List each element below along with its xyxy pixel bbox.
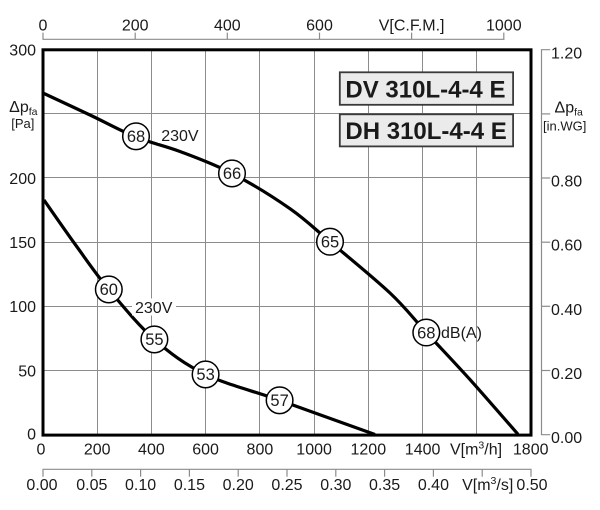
svg-text:1000: 1000 [486,17,522,34]
svg-text:0: 0 [37,442,46,459]
svg-text:0.20: 0.20 [551,366,582,383]
svg-text:200: 200 [9,171,36,188]
svg-text:0.50: 0.50 [516,477,547,494]
svg-text:0.80: 0.80 [551,174,582,191]
svg-text:0.20: 0.20 [223,477,254,494]
svg-text:600: 600 [306,17,333,34]
svg-text:DH 310L-4-4 E: DH 310L-4-4 E [345,118,506,145]
svg-text:dB(A): dB(A) [441,325,482,342]
svg-text:0.00: 0.00 [26,477,57,494]
svg-text:0.60: 0.60 [551,238,582,255]
svg-text:600: 600 [192,442,219,459]
svg-text:400: 400 [214,17,241,34]
svg-text:0.40: 0.40 [551,302,582,319]
svg-text:0.40: 0.40 [418,477,449,494]
svg-text:V[C.F.M.]: V[C.F.M.] [379,17,445,34]
svg-text:0.35: 0.35 [369,477,400,494]
svg-text:66: 66 [223,165,241,183]
svg-text:1400: 1400 [405,442,441,459]
svg-text:1200: 1200 [351,442,387,459]
svg-text:300: 300 [9,43,36,60]
svg-text:0: 0 [39,17,48,34]
svg-text:0.10: 0.10 [125,477,156,494]
svg-text:0.05: 0.05 [76,477,107,494]
svg-text:DV 310L-4-4 E: DV 310L-4-4 E [345,76,505,103]
svg-text:68: 68 [417,324,435,342]
svg-text:0.25: 0.25 [271,477,302,494]
svg-text:800: 800 [247,442,274,459]
svg-text:0.30: 0.30 [320,477,351,494]
svg-text:55: 55 [145,331,163,349]
svg-text:100: 100 [9,299,36,316]
svg-text:68: 68 [127,128,145,146]
svg-text:1.20: 1.20 [551,45,582,62]
svg-text:50: 50 [18,363,36,380]
svg-text:[Pa]: [Pa] [11,116,34,131]
svg-text:65: 65 [321,234,339,252]
svg-text:200: 200 [84,442,111,459]
svg-text:230V: 230V [135,300,173,317]
svg-text:[in.WG]: [in.WG] [543,119,586,134]
svg-text:V[m3/s]: V[m3/s] [462,475,513,494]
svg-text:1000: 1000 [296,442,332,459]
svg-text:0.15: 0.15 [174,477,205,494]
svg-text:0.00: 0.00 [551,430,582,447]
svg-text:60: 60 [100,281,118,299]
svg-text:1800: 1800 [513,442,549,459]
svg-text:53: 53 [196,366,214,384]
svg-text:57: 57 [270,392,288,410]
svg-text:400: 400 [138,442,165,459]
svg-text:150: 150 [9,235,36,252]
svg-text:230V: 230V [161,128,199,145]
svg-text:V[m3/h]: V[m3/h] [450,440,502,459]
svg-text:200: 200 [122,17,149,34]
svg-text:0: 0 [27,427,36,444]
